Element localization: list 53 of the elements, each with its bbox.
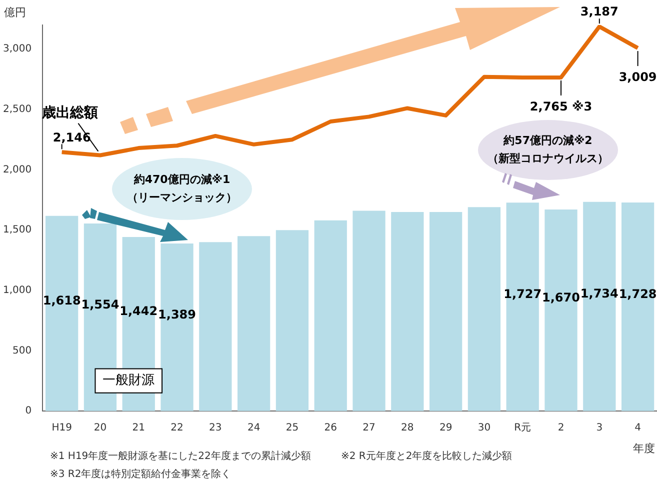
bar	[238, 236, 270, 411]
data-label: 2,765 ※3	[530, 100, 592, 114]
bar	[276, 230, 309, 411]
x-tick-label: 3	[596, 422, 603, 434]
bar	[544, 210, 578, 411]
y-tick-label: 500	[12, 345, 32, 356]
x-tick-label: 2	[558, 422, 564, 434]
y-tick-label: 3,000	[2, 44, 32, 55]
x-tick-label: 29	[439, 422, 452, 434]
y-tick-label: 2,500	[2, 104, 32, 116]
x-tick-label: 24	[247, 422, 260, 434]
data-label: 1,618	[42, 293, 81, 308]
x-tick-label: 25	[286, 422, 299, 434]
text: ※1 H19年度一般財源を基にした22年度までの累計減少額	[50, 450, 311, 463]
data-label: 3,187	[580, 4, 618, 19]
text: ※2 R元年度と2年度を比較した減少額	[341, 450, 512, 463]
x-axis-title: 年度	[633, 442, 655, 455]
bar	[506, 202, 539, 411]
data-label: 1,727	[504, 286, 542, 301]
bar	[468, 207, 501, 411]
x-tick-label: 30	[478, 422, 491, 434]
x-tick-label: 4	[634, 422, 641, 434]
bar	[46, 216, 78, 411]
bar	[391, 212, 424, 411]
text: ※3 R2年度は特別定額給付金事業を除く	[50, 468, 232, 481]
y-tick-label: 1,000	[2, 284, 32, 296]
bar	[583, 202, 616, 411]
bar	[352, 210, 386, 411]
data-label: 1,554	[81, 297, 120, 312]
data-label: 1,734	[580, 286, 618, 300]
data-label: 1,728	[618, 286, 657, 301]
data-label: 3,009	[618, 70, 657, 84]
y-axis-title: 億円	[4, 6, 26, 19]
x-tick-label: R元	[514, 422, 532, 434]
x-tick-label: 28	[401, 422, 414, 434]
data-label: 1,389	[158, 307, 196, 322]
data-label: 1,670	[542, 290, 580, 304]
x-tick-label: 20	[94, 422, 107, 434]
bar	[621, 202, 654, 411]
x-tick-label: 26	[324, 422, 337, 434]
bar	[199, 242, 232, 411]
x-tick-label: 23	[209, 422, 222, 434]
bar	[314, 220, 347, 411]
x-tick-label: 27	[362, 422, 376, 434]
bar	[429, 212, 462, 411]
series-label: 一般財源	[102, 373, 155, 388]
x-tick-label: 22	[170, 422, 184, 434]
y-tick-label: 1,500	[2, 224, 32, 236]
data-label: 1,442	[120, 304, 158, 318]
y-tick-label: 2,000	[2, 164, 32, 176]
x-tick-label: 21	[132, 422, 145, 434]
y-tick-label: 0	[25, 406, 32, 417]
x-tick-label: H19	[52, 422, 72, 434]
